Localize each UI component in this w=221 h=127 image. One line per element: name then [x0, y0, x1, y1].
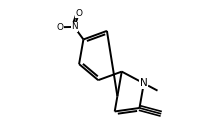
Text: N: N	[71, 22, 78, 31]
Text: O: O	[56, 23, 63, 32]
Text: O: O	[76, 9, 82, 18]
Text: N: N	[140, 78, 148, 88]
